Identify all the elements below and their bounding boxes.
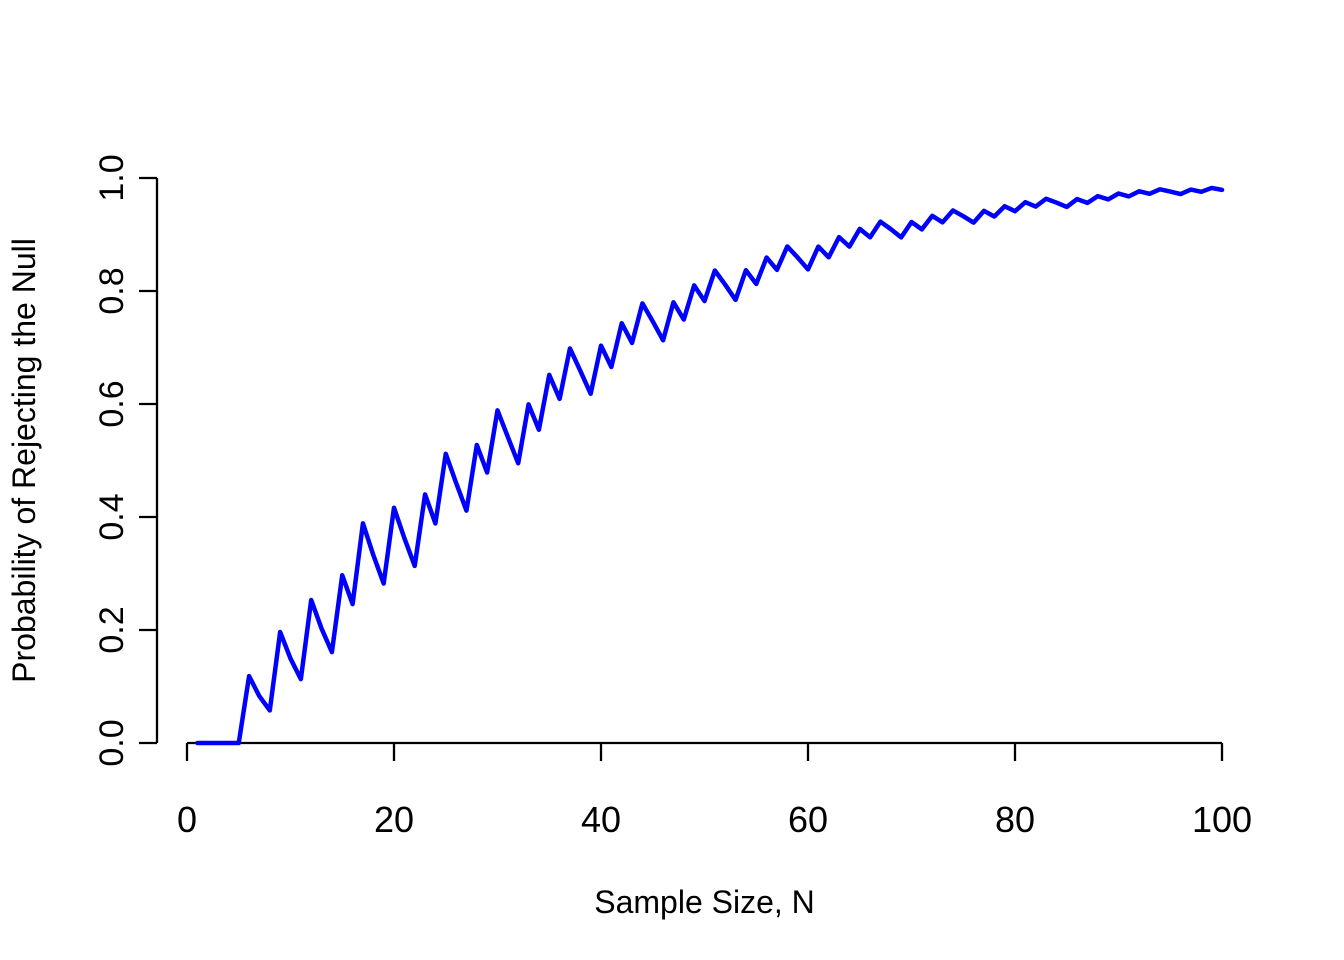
svg-text:60: 60 [788,799,828,840]
svg-text:0.8: 0.8 [93,267,131,314]
svg-text:0: 0 [177,799,197,840]
svg-text:80: 80 [995,799,1035,840]
svg-text:0.0: 0.0 [93,719,131,766]
svg-text:0.2: 0.2 [93,606,131,653]
svg-text:0.4: 0.4 [93,493,131,540]
svg-text:20: 20 [374,799,414,840]
svg-text:40: 40 [581,799,621,840]
svg-text:Probability of Rejecting the N: Probability of Rejecting the Null [6,238,42,683]
svg-text:Sample Size, N: Sample Size, N [594,884,815,920]
svg-text:0.6: 0.6 [93,380,131,427]
svg-text:1.0: 1.0 [93,154,131,201]
svg-text:100: 100 [1192,799,1252,840]
